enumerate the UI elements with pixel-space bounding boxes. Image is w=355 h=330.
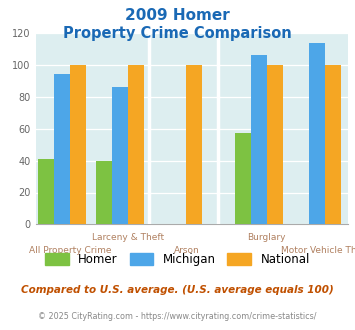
Bar xyxy=(70,65,86,224)
Bar xyxy=(267,65,283,224)
Text: © 2025 CityRating.com - https://www.cityrating.com/crime-statistics/: © 2025 CityRating.com - https://www.city… xyxy=(38,312,317,321)
Text: 2009 Homer: 2009 Homer xyxy=(125,8,230,23)
Text: Burglary: Burglary xyxy=(247,233,286,242)
Bar xyxy=(112,87,128,224)
Text: Motor Vehicle Theft: Motor Vehicle Theft xyxy=(281,246,355,255)
Bar xyxy=(251,55,267,224)
Bar xyxy=(308,43,325,224)
Text: Compared to U.S. average. (U.S. average equals 100): Compared to U.S. average. (U.S. average … xyxy=(21,285,334,295)
Bar xyxy=(54,75,70,224)
Bar xyxy=(325,65,341,224)
Bar xyxy=(38,159,54,224)
Text: Arson: Arson xyxy=(174,246,199,255)
Bar xyxy=(128,65,144,224)
Bar xyxy=(186,65,202,224)
Text: All Property Crime: All Property Crime xyxy=(29,246,111,255)
Text: Larceny & Theft: Larceny & Theft xyxy=(92,233,164,242)
Text: Property Crime Comparison: Property Crime Comparison xyxy=(63,26,292,41)
Bar xyxy=(96,161,112,224)
Bar xyxy=(235,134,251,224)
Legend: Homer, Michigan, National: Homer, Michigan, National xyxy=(45,253,310,266)
